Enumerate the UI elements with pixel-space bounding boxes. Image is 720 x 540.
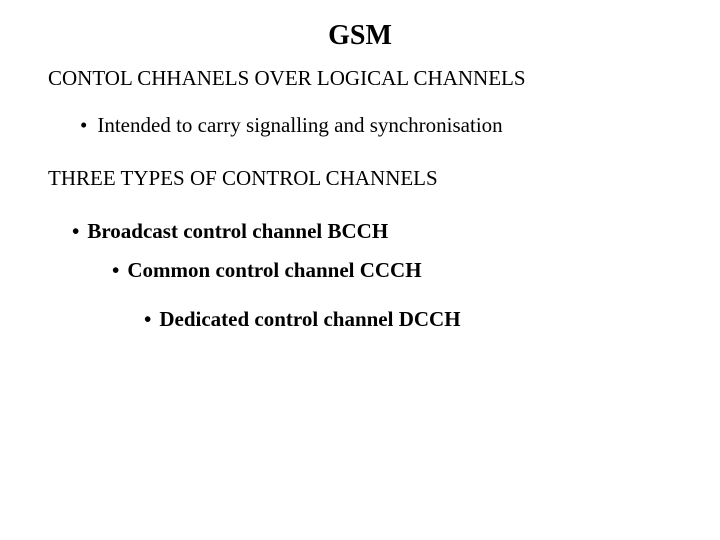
bullet-icon: •: [80, 113, 87, 138]
bullet-icon: •: [112, 258, 119, 283]
section-heading: THREE TYPES OF CONTROL CHANNELS: [48, 166, 672, 191]
slide-title: GSM: [48, 20, 672, 52]
bullet-icon: •: [144, 307, 151, 332]
intro-bullet: • Intended to carry signalling and synch…: [80, 113, 672, 138]
slide-subtitle: CONTOL CHHANELS OVER LOGICAL CHANNELS: [48, 66, 672, 91]
list-item-ccch: • Common control channel CCCH: [112, 258, 672, 283]
list-item-text: Common control channel CCCH: [127, 258, 421, 283]
list-item-text: Dedicated control channel DCCH: [159, 307, 460, 332]
list-item-bcch: • Broadcast control channel BCCH: [72, 219, 672, 244]
intro-bullet-row: • Intended to carry signalling and synch…: [80, 113, 672, 138]
intro-bullet-text: Intended to carry signalling and synchro…: [97, 113, 502, 138]
bullet-icon: •: [72, 219, 79, 244]
list-item-text: Broadcast control channel BCCH: [87, 219, 388, 244]
list-item-dcch: • Dedicated control channel DCCH: [144, 307, 672, 332]
